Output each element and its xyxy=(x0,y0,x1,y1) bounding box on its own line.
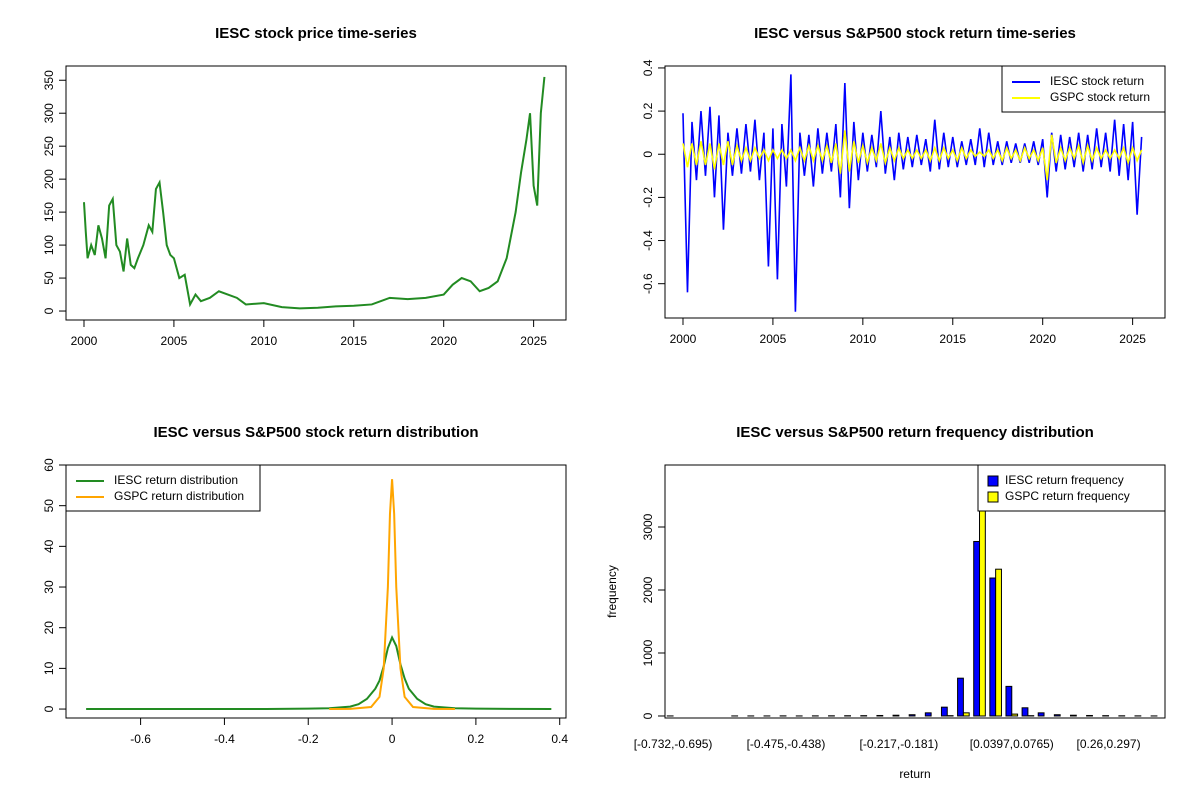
series-line xyxy=(682,74,1143,312)
y-tick-label: 20 xyxy=(42,621,56,635)
x-tick-label: 2000 xyxy=(71,334,98,348)
panel: IESC stock price time-series 0 50 100 150 200… xyxy=(42,25,567,348)
legend-label: IESC stock return xyxy=(1050,74,1144,88)
x-tick-label: 2020 xyxy=(1029,332,1056,346)
x-tick-label: 2015 xyxy=(340,334,367,348)
series-line xyxy=(86,634,552,711)
x-tick-label: [-0.475,-0.438) xyxy=(747,737,826,751)
y-tick-label: 10 xyxy=(42,661,56,675)
plot-frame xyxy=(65,65,567,321)
y-tick-label: 100 xyxy=(42,235,56,255)
legend-label: IESC return frequency xyxy=(1005,473,1124,487)
bar xyxy=(876,714,884,717)
bar xyxy=(1021,707,1029,717)
panel: IESC versus S&P500 return frequency dist… xyxy=(605,424,1166,781)
y-tick-label: 50 xyxy=(42,499,56,513)
y-tick-label: 50 xyxy=(42,271,56,285)
plot-frame xyxy=(65,464,567,719)
bar xyxy=(1086,714,1093,717)
y-tick-label: 30 xyxy=(42,580,56,594)
legend-box xyxy=(977,464,1166,512)
chart-title: IESC versus S&P500 return frequency dist… xyxy=(736,424,1094,441)
y-tick-label: 0 xyxy=(42,705,56,712)
y-axis-label: frequency xyxy=(605,565,619,618)
x-axis-label: return xyxy=(899,767,930,781)
bars xyxy=(666,465,1158,717)
x-tick-label: 2020 xyxy=(430,334,457,348)
x-tick-label: 2005 xyxy=(161,334,188,348)
x-tick-label: 2025 xyxy=(1119,332,1146,346)
bar xyxy=(995,568,1002,717)
chart-title: IESC stock price time-series xyxy=(215,25,417,42)
legend-swatch xyxy=(987,475,999,487)
x-tick-label: 2015 xyxy=(939,332,966,346)
bar xyxy=(1005,685,1013,717)
y-tick-label: 0 xyxy=(641,712,655,719)
panel: IESC versus S&P500 stock return distribu… xyxy=(42,424,568,746)
bar xyxy=(1037,712,1045,717)
bar xyxy=(973,540,981,717)
bar xyxy=(940,706,948,717)
x-tick-label: 2005 xyxy=(760,332,787,346)
y-tick-label: 0 xyxy=(641,151,655,158)
x-tick-label: 2010 xyxy=(849,332,876,346)
bar xyxy=(1069,714,1077,717)
y-tick-label: 350 xyxy=(42,70,56,90)
x-tick-label: 2010 xyxy=(250,334,277,348)
plot-frame xyxy=(664,65,1166,319)
x-tick-label: [-0.732,-0.695) xyxy=(634,737,713,751)
y-tick-label: -0.2 xyxy=(641,187,655,208)
bar xyxy=(957,677,964,717)
x-tick-label: 0.4 xyxy=(551,732,568,746)
x-tick-label: [-0.217,-0.181) xyxy=(860,737,939,751)
series-line xyxy=(682,130,1143,181)
y-tick-label: 200 xyxy=(42,169,56,189)
y-tick-label: 250 xyxy=(42,136,56,156)
legend-label: GSPC stock return xyxy=(1050,90,1150,104)
bar xyxy=(892,714,900,717)
y-tick-label: 40 xyxy=(42,539,56,553)
chart-title: IESC versus S&P500 stock return distribu… xyxy=(153,424,478,441)
x-tick-label: [0.0397,0.0765) xyxy=(970,737,1054,751)
legend-label: IESC return distribution xyxy=(114,473,238,487)
series-line xyxy=(329,479,455,711)
x-tick-label: -0.2 xyxy=(298,732,319,746)
bar xyxy=(979,465,986,717)
y-tick-label: 300 xyxy=(42,103,56,123)
chart-title: IESC versus S&P500 stock return time-ser… xyxy=(754,25,1076,42)
y-tick-label: 3000 xyxy=(641,513,655,540)
x-tick-label: -0.6 xyxy=(130,732,151,746)
y-tick-label: 60 xyxy=(42,458,56,472)
legend-swatch xyxy=(987,491,999,503)
x-tick-label: 2000 xyxy=(670,332,697,346)
series-line xyxy=(82,76,546,310)
y-tick-label: -0.6 xyxy=(641,273,655,294)
y-tick-label: 2000 xyxy=(641,576,655,603)
y-tick-label: -0.4 xyxy=(641,230,655,251)
x-tick-label: 0 xyxy=(389,732,396,746)
panel: IESC versus S&P500 stock return time-ser… xyxy=(641,25,1166,346)
x-tick-label: [0.26,0.297) xyxy=(1077,737,1141,751)
legend-label: GSPC return frequency xyxy=(1005,489,1130,503)
y-tick-label: 150 xyxy=(42,202,56,222)
legend-box xyxy=(65,464,261,512)
y-tick-label: 0 xyxy=(42,307,56,314)
bar xyxy=(1053,714,1061,717)
y-tick-label: 0.2 xyxy=(641,102,655,119)
legend-label: GSPC return distribution xyxy=(114,489,244,503)
plot-frame xyxy=(664,464,1166,719)
bar xyxy=(962,712,970,717)
x-tick-label: 0.2 xyxy=(468,732,485,746)
x-tick-label: 2025 xyxy=(520,334,547,348)
bar xyxy=(989,577,997,717)
x-tick-label: -0.4 xyxy=(214,732,235,746)
bar xyxy=(924,712,932,717)
y-tick-label: 1000 xyxy=(641,639,655,666)
legend-box xyxy=(1001,65,1166,113)
y-tick-label: 0.4 xyxy=(641,59,655,76)
bar xyxy=(1011,713,1019,717)
bar xyxy=(908,714,916,717)
